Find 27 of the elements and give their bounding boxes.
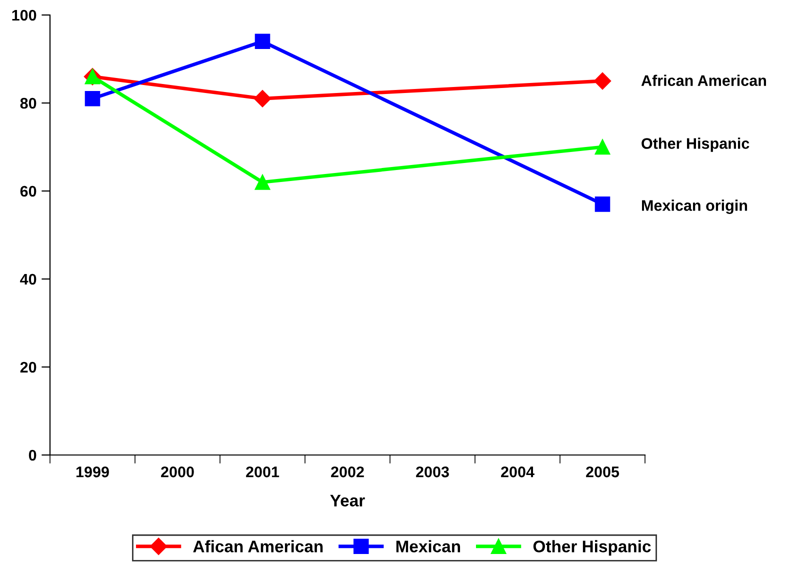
x-tick-label: 1999 [76,466,109,478]
annotation: Other Hispanic [642,138,750,152]
point [594,139,610,155]
y-tick-label: 60 [20,186,36,197]
legend-label: Afican American [193,540,323,552]
x-tick-label: 2001 [246,466,280,478]
point [254,174,270,190]
y-tick-label: 80 [20,98,36,109]
legend-label: Other Hispanic [533,540,651,556]
y-tick-label: 100 [12,10,36,21]
annotation: African American [641,74,766,86]
y-tick-label: 0 [28,450,36,461]
y-tick-label: 20 [20,362,36,373]
point [254,90,272,108]
annotation: Mexican origin [642,200,748,214]
x-tick-label: 2004 [501,466,534,478]
y-tick-label: 40 [20,274,36,285]
x-tick-label: 2003 [416,466,449,478]
x-tick-label: 2000 [161,466,194,478]
point [254,34,270,50]
x-tick-label: 2002 [331,466,364,478]
point [84,90,100,106]
legend-label: Mexican [396,540,460,552]
x-tick-label: 2005 [586,466,620,478]
x-axis-title: Year [330,494,365,506]
point [594,72,612,90]
point [594,196,610,212]
